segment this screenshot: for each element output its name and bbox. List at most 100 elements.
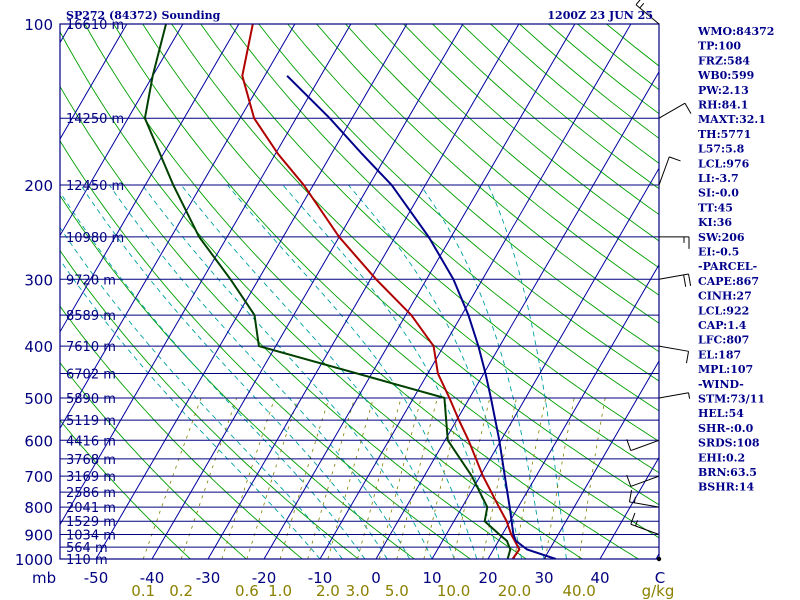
stat-line: BSHR:14 <box>698 481 754 494</box>
plot-frame <box>59 23 660 560</box>
barb-staff <box>658 156 670 186</box>
height-label: 4416 m <box>66 434 116 449</box>
wind-barb <box>659 236 690 249</box>
moist-adiabat <box>109 184 411 559</box>
moist-adiabat <box>282 184 500 559</box>
stat-line: HEL:54 <box>698 407 744 420</box>
wind-barb <box>658 156 681 186</box>
height-label: 16610 m <box>66 18 124 33</box>
stat-line: -PARCEL- <box>698 260 757 273</box>
isotherm <box>60 24 296 430</box>
mixing-ratio-line <box>453 397 491 559</box>
height-label: 564 m <box>66 541 108 556</box>
parcel-line <box>286 75 557 559</box>
stat-line: SHR-:0.0 <box>698 422 754 435</box>
pressure-unit-label: mb <box>32 569 56 587</box>
stat-line: PW:2.13 <box>698 84 749 97</box>
stat-line: FRZ:584 <box>698 54 750 67</box>
station-title: SP272 (84372) Sounding <box>66 9 221 22</box>
height-label: 5890 m <box>66 392 116 407</box>
stat-line: LFC:807 <box>698 334 749 347</box>
dry-adiabat <box>113 24 659 539</box>
temperature-tick-label: -20 <box>252 569 277 587</box>
wind-barb <box>656 556 662 562</box>
isotherm <box>0 24 15 559</box>
stat-line: MAXT:32.1 <box>698 113 766 126</box>
mixing-ratio-line <box>396 397 438 559</box>
stat-line: CINH:27 <box>698 290 752 303</box>
temperature-tick-label: -40 <box>140 569 165 587</box>
stat-line: WMO:84372 <box>697 25 774 38</box>
stat-line: EL:187 <box>698 348 741 361</box>
temperature-tick-label: -30 <box>196 569 221 587</box>
pressure-tick-label: 600 <box>24 432 53 450</box>
stat-line: MPL:107 <box>698 363 753 376</box>
temperature-tick-label: 0 <box>371 569 381 587</box>
stat-line: LCL:976 <box>698 157 750 170</box>
moist-adiabat <box>348 184 523 559</box>
mixing-ratio-line <box>327 397 374 559</box>
barb-flag <box>669 156 681 162</box>
stat-line: TT:45 <box>698 201 733 214</box>
dry-adiabat <box>84 24 639 559</box>
isotherm <box>207 24 520 559</box>
barb-staff <box>630 475 660 487</box>
barb-flag <box>626 474 632 487</box>
stat-line: STM:73/11 <box>698 393 765 406</box>
mixing-ratio-tick-label: 40.0 <box>562 582 595 600</box>
height-label: 3169 m <box>66 470 116 485</box>
stat-line: LCL:922 <box>698 304 749 317</box>
height-label: 12450 m <box>66 179 124 194</box>
mixing-ratio-tick-label: 5.0 <box>385 582 409 600</box>
wind-barb <box>658 273 692 287</box>
mixing-ratio-tick-label: 0.2 <box>169 582 193 600</box>
barb-staff <box>658 273 689 280</box>
isotherm <box>60 24 240 333</box>
mixing-ratio-tick-label: 1.0 <box>268 582 292 600</box>
barb-flag <box>639 3 645 9</box>
moist-adiabat <box>180 184 455 559</box>
isotherm <box>60 24 352 526</box>
stat-line: WB0:599 <box>697 69 754 82</box>
mixing-ratio-tick-label: 0.6 <box>235 582 259 600</box>
pressure-tick-label: 400 <box>24 338 53 356</box>
wind-barb <box>628 490 660 508</box>
barb-staff <box>658 392 689 399</box>
barb-flag <box>635 520 639 527</box>
barb-flag <box>688 273 692 286</box>
mixing-ratio-tick-label: 3.0 <box>346 582 370 600</box>
stat-line: RH:84.1 <box>698 99 748 112</box>
stat-line: L57:5.8 <box>698 143 745 156</box>
stat-line: TP:100 <box>698 40 741 53</box>
temperature-tick-label: 20 <box>478 569 497 587</box>
height-label: 7610 m <box>66 340 116 355</box>
dry-adiabat <box>519 24 659 139</box>
dewpoint-line <box>143 24 512 559</box>
moist-adiabat <box>420 184 545 559</box>
wind-barb <box>626 439 660 452</box>
stat-line: CAPE:867 <box>698 275 759 288</box>
pressure-tick-label: 200 <box>24 177 53 195</box>
stat-line: LI:-3.7 <box>698 172 739 185</box>
wind-barb <box>626 474 660 487</box>
isotherm <box>60 24 128 141</box>
height-label: 3768 m <box>66 453 116 468</box>
barb-flag <box>630 512 636 525</box>
moist-adiabat <box>60 259 321 559</box>
isotherm <box>599 456 659 559</box>
stat-line: KI:36 <box>698 216 732 229</box>
dry-adiabat <box>548 24 659 115</box>
pressure-tick-label: 1000 <box>15 551 53 569</box>
isotherm <box>487 263 659 559</box>
barb-flag <box>684 102 692 114</box>
wind-barb <box>658 392 691 399</box>
barb-staff <box>658 345 689 352</box>
temperature-tick-label: -50 <box>84 569 109 587</box>
isotherm <box>95 24 408 559</box>
mixing-ratio-tick-label: 10.0 <box>437 582 470 600</box>
calm-marker <box>656 556 662 562</box>
pressure-tick-label: 700 <box>24 468 53 486</box>
height-label: 5119 m <box>66 414 116 429</box>
height-label: 8589 m <box>66 309 116 324</box>
dry-adiabat <box>577 24 659 91</box>
